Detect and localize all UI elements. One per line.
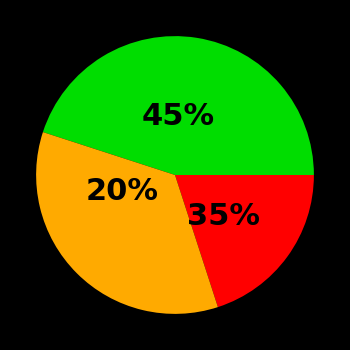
Wedge shape	[36, 132, 218, 314]
Wedge shape	[43, 36, 314, 175]
Text: 20%: 20%	[86, 177, 159, 206]
Wedge shape	[175, 175, 314, 307]
Text: 35%: 35%	[187, 202, 260, 231]
Text: 45%: 45%	[141, 102, 214, 131]
